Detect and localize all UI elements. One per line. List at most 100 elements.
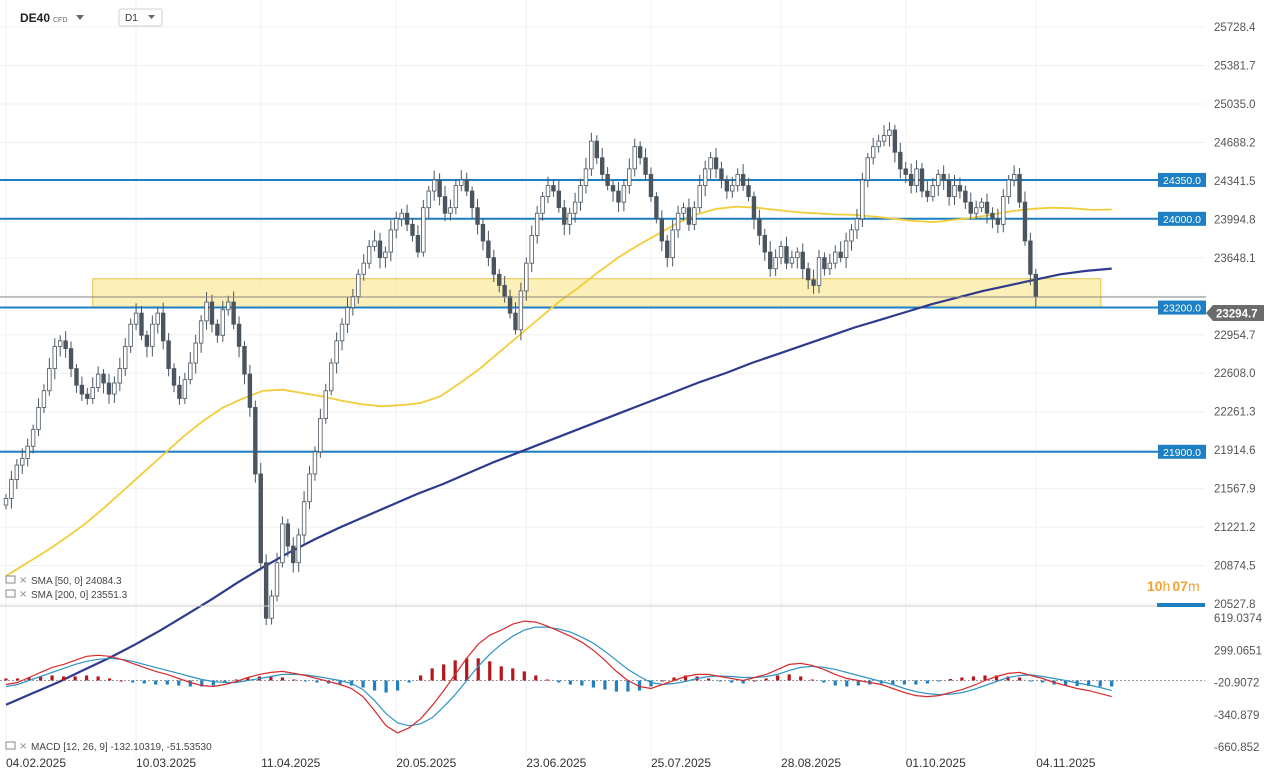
candle-body [903, 168, 908, 175]
close-icon[interactable]: × [19, 589, 27, 600]
candle-body [925, 190, 930, 198]
candle [307, 465, 312, 510]
macd-histogram-bar [165, 680, 169, 685]
candle [155, 306, 160, 334]
candle-body [1017, 174, 1022, 203]
settings-icon[interactable] [5, 589, 16, 598]
close-icon[interactable]: × [19, 575, 27, 586]
sma50-path [5, 205, 1112, 577]
macd-histogram-bar [960, 677, 964, 681]
candle [334, 332, 339, 374]
candle-body [746, 185, 751, 198]
macd-histogram-bar [15, 678, 20, 681]
candle [963, 185, 968, 209]
candle [545, 176, 551, 204]
macd-histogram-bar [637, 680, 642, 691]
date-tick-label: 11.04.2025 [261, 756, 320, 770]
candle [925, 181, 930, 203]
price-tick-label: 24688.2 [1214, 137, 1256, 149]
candle [751, 191, 757, 230]
candle-body [984, 201, 990, 214]
macd-histogram-bar [38, 676, 43, 681]
candle [491, 249, 496, 283]
candle-body [507, 296, 513, 314]
caret-down-icon[interactable] [76, 15, 84, 20]
candle [426, 185, 431, 219]
macd-histogram-bar [568, 680, 572, 685]
price-axis[interactable] [1206, 0, 1275, 779]
price-tick-label: 25035.0 [1214, 99, 1256, 111]
candle-body [155, 312, 160, 325]
candle [497, 269, 502, 293]
candle-body [448, 207, 453, 214]
candle-body [762, 235, 767, 253]
macd-histogram-bar [73, 676, 77, 681]
macd-label: MACD [12, 26, 9] -132.10319, -51.53530 [31, 742, 212, 753]
candle-body [854, 218, 860, 231]
macd-histogram-bar [395, 680, 400, 691]
macd-histogram-bar [27, 677, 31, 681]
caret-down-icon[interactable] [148, 15, 155, 19]
candle [464, 172, 469, 197]
candle-body [941, 174, 946, 181]
candle-body [600, 157, 605, 175]
candle-body [421, 207, 426, 253]
candle-body [632, 146, 637, 170]
candle [20, 448, 25, 474]
macd-histogram-bar [223, 680, 227, 683]
sma50-line [5, 205, 1112, 577]
candle-body [497, 273, 502, 286]
candle-body [394, 218, 399, 231]
macd-histogram-bar [476, 658, 480, 681]
candle-body [68, 348, 74, 369]
candle-body [301, 501, 307, 536]
candle-body [226, 301, 231, 311]
candle [150, 315, 155, 357]
close-icon[interactable]: × [19, 741, 27, 752]
candle [377, 232, 383, 269]
candle [610, 180, 616, 202]
macd-histogram-bar [269, 676, 273, 681]
candle [193, 334, 198, 374]
candle-body [567, 212, 572, 225]
settings-icon[interactable] [5, 575, 16, 584]
price-tick-label: 22608.0 [1214, 368, 1256, 380]
candle [177, 375, 182, 405]
price-tick-label: 20527.8 [1214, 599, 1256, 611]
candle [372, 230, 377, 252]
macd-histogram-bar [96, 676, 100, 681]
candle [800, 243, 805, 279]
date-tick-label: 23.06.2025 [526, 756, 586, 770]
level-badge [1158, 172, 1206, 187]
interval-selector[interactable]: D1 [118, 8, 163, 27]
symbol-selector[interactable]: DE40 CFD [20, 11, 84, 25]
symbol-type: CFD [53, 17, 67, 24]
sma50-legend[interactable]: × SMA [50, 0] 24084.3 [5, 575, 122, 587]
interval-box[interactable] [118, 8, 163, 27]
candle [404, 204, 410, 232]
sma200-legend[interactable]: × SMA [200, 0] 23551.3 [5, 589, 128, 601]
date-tick-label: 04.02.2025 [6, 756, 66, 770]
candle-body [838, 251, 843, 259]
macd-histogram-bar [1087, 680, 1091, 687]
sma200-path [5, 267, 1112, 706]
macd-legend[interactable]: × MACD [12, 26, 9] -132.10319, -51.53530 [5, 741, 212, 753]
candle [274, 552, 280, 602]
macd-histogram-bar [730, 680, 734, 683]
candle [166, 333, 171, 377]
candle-body [410, 223, 415, 236]
date-tick-label: 01.10.2025 [906, 756, 966, 770]
macd-histogram-bar [465, 658, 469, 681]
macd-histogram-bar [741, 680, 745, 684]
candle [106, 373, 112, 404]
candle [301, 491, 307, 544]
macd-histogram-bar [580, 680, 584, 686]
macd-histogram-bar [822, 680, 826, 683]
price-tick-label: 23648.1 [1214, 253, 1256, 265]
candle [621, 179, 627, 212]
support-zone-rect[interactable] [92, 278, 1102, 309]
macd-histogram-bar [119, 680, 123, 682]
settings-icon[interactable] [5, 741, 16, 750]
candle-body [968, 201, 973, 214]
